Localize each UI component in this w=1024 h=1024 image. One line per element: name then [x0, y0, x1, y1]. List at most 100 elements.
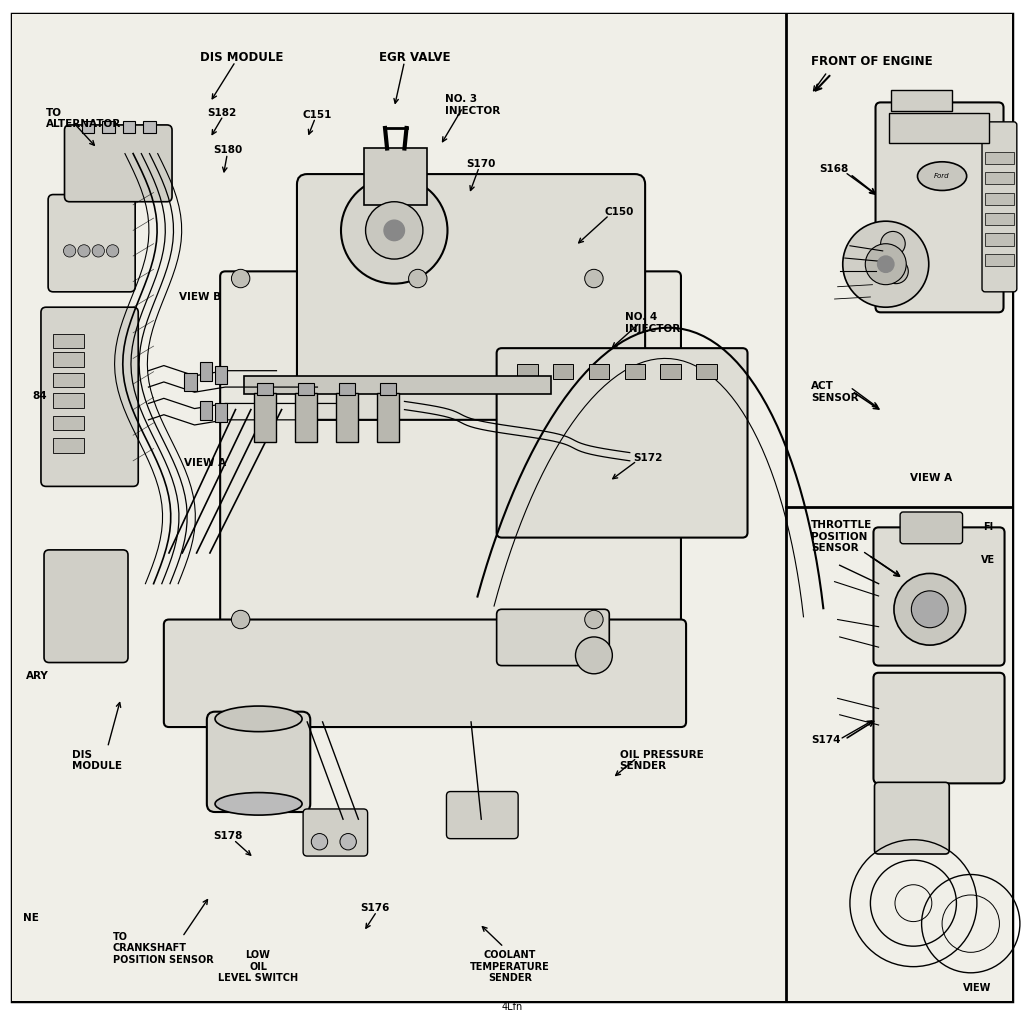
Bar	[53, 373, 84, 387]
Bar	[123, 121, 135, 133]
Bar	[257, 383, 273, 395]
Bar	[889, 113, 989, 143]
Circle shape	[865, 244, 906, 285]
Text: VIEW A: VIEW A	[910, 473, 952, 483]
Bar	[254, 393, 276, 442]
Text: TO
ALTERNATOR: TO ALTERNATOR	[46, 108, 121, 129]
Circle shape	[881, 231, 905, 256]
FancyBboxPatch shape	[164, 620, 686, 727]
FancyBboxPatch shape	[297, 174, 645, 420]
Circle shape	[106, 245, 119, 257]
Circle shape	[878, 256, 894, 272]
Bar	[696, 364, 717, 379]
Circle shape	[884, 259, 908, 284]
Ellipse shape	[215, 707, 302, 731]
Bar	[244, 376, 551, 394]
Text: Ford: Ford	[934, 173, 950, 179]
Circle shape	[409, 269, 427, 288]
Bar	[660, 364, 681, 379]
Bar	[517, 364, 538, 379]
Bar	[53, 416, 84, 430]
Bar	[200, 401, 212, 420]
Text: 4Lfn: 4Lfn	[502, 1001, 522, 1012]
FancyBboxPatch shape	[876, 102, 1004, 312]
FancyBboxPatch shape	[873, 673, 1005, 783]
FancyBboxPatch shape	[982, 122, 1017, 292]
Bar	[12, 14, 786, 1001]
Text: 84: 84	[33, 391, 47, 401]
Bar	[53, 334, 84, 348]
Text: ARY: ARY	[26, 671, 48, 681]
Circle shape	[340, 834, 356, 850]
Bar	[215, 366, 227, 384]
Bar	[985, 254, 1014, 266]
Bar	[82, 121, 94, 133]
Circle shape	[231, 610, 250, 629]
Bar	[985, 233, 1014, 246]
Circle shape	[92, 245, 104, 257]
Circle shape	[870, 246, 895, 270]
Text: S172: S172	[633, 453, 663, 463]
FancyBboxPatch shape	[65, 125, 172, 202]
Circle shape	[911, 591, 948, 628]
Circle shape	[585, 610, 603, 629]
Circle shape	[63, 245, 76, 257]
FancyBboxPatch shape	[446, 792, 518, 839]
Text: FI: FI	[983, 522, 993, 532]
Circle shape	[78, 245, 90, 257]
Text: OIL PRESSURE
SENDER: OIL PRESSURE SENDER	[620, 750, 703, 771]
FancyBboxPatch shape	[41, 307, 138, 486]
FancyBboxPatch shape	[497, 348, 748, 538]
Bar	[298, 383, 314, 395]
Bar	[184, 373, 197, 391]
Bar	[985, 152, 1014, 164]
Text: VE: VE	[981, 555, 995, 565]
Text: THROTTLE
POSITION
SENSOR: THROTTLE POSITION SENSOR	[811, 520, 872, 553]
Text: NE: NE	[23, 913, 39, 924]
FancyBboxPatch shape	[220, 271, 681, 640]
Bar	[339, 383, 355, 395]
Text: LOW
OIL
LEVEL SWITCH: LOW OIL LEVEL SWITCH	[218, 950, 298, 983]
Text: NO. 3
INJECTOR: NO. 3 INJECTOR	[445, 94, 501, 116]
Bar	[364, 148, 427, 205]
Circle shape	[843, 221, 929, 307]
Bar	[53, 393, 84, 408]
FancyBboxPatch shape	[497, 609, 609, 666]
Circle shape	[366, 202, 423, 259]
Text: S178: S178	[213, 831, 243, 842]
Text: DIS MODULE: DIS MODULE	[200, 51, 283, 65]
Bar	[553, 364, 573, 379]
Text: ACT
SENSOR: ACT SENSOR	[811, 381, 859, 402]
Bar	[891, 90, 952, 111]
Ellipse shape	[215, 793, 302, 815]
Circle shape	[585, 269, 603, 288]
Text: C151: C151	[302, 110, 332, 120]
Bar	[377, 393, 399, 442]
Text: COOLANT
TEMPERATURE
SENDER: COOLANT TEMPERATURE SENDER	[470, 950, 550, 983]
Circle shape	[384, 220, 404, 241]
Text: S182: S182	[207, 108, 237, 118]
Circle shape	[575, 637, 612, 674]
FancyBboxPatch shape	[873, 527, 1005, 666]
Bar	[143, 121, 156, 133]
Bar	[53, 438, 84, 453]
Bar	[589, 364, 609, 379]
Circle shape	[894, 573, 966, 645]
FancyBboxPatch shape	[874, 782, 949, 854]
Bar	[625, 364, 645, 379]
Bar	[102, 121, 115, 133]
Bar	[336, 393, 358, 442]
Bar	[786, 507, 1012, 1001]
Circle shape	[341, 177, 447, 284]
Circle shape	[311, 834, 328, 850]
Text: VIEW: VIEW	[963, 983, 991, 993]
FancyBboxPatch shape	[48, 195, 135, 292]
FancyBboxPatch shape	[303, 809, 368, 856]
Ellipse shape	[918, 162, 967, 190]
Bar	[200, 362, 212, 381]
FancyBboxPatch shape	[900, 512, 963, 544]
Bar	[985, 172, 1014, 184]
Bar	[295, 393, 317, 442]
Text: C150: C150	[604, 207, 634, 217]
Bar	[53, 352, 84, 367]
